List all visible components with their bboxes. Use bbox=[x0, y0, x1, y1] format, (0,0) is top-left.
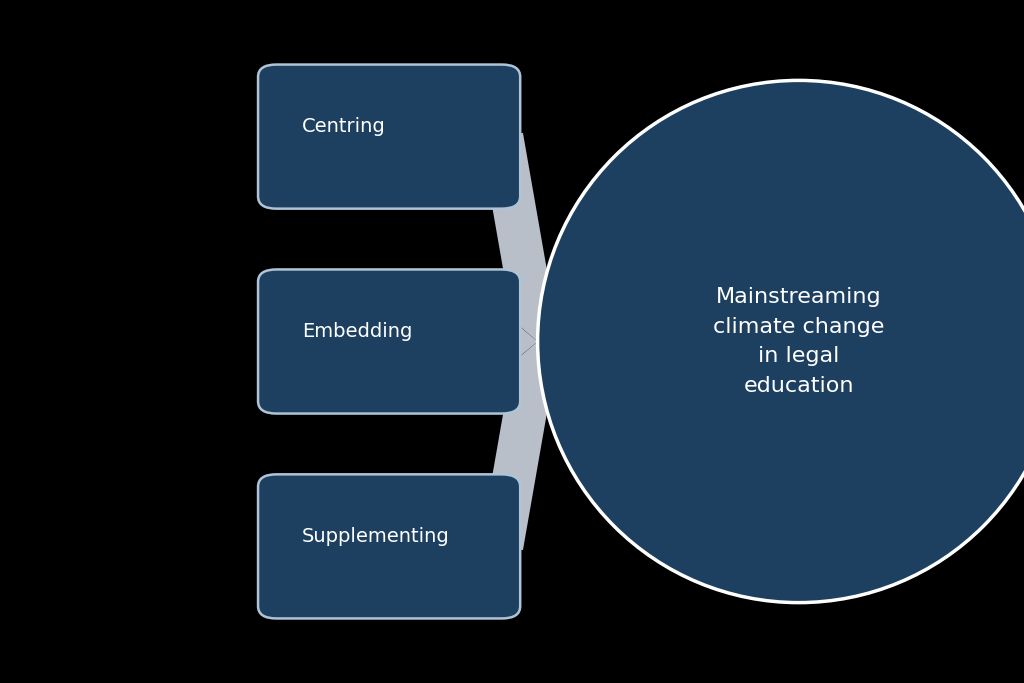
Text: Embedding: Embedding bbox=[302, 322, 413, 341]
Ellipse shape bbox=[538, 81, 1024, 602]
FancyBboxPatch shape bbox=[258, 270, 520, 414]
FancyBboxPatch shape bbox=[258, 474, 520, 619]
Text: Centring: Centring bbox=[302, 117, 386, 136]
Text: Mainstreaming
climate change
in legal
education: Mainstreaming climate change in legal ed… bbox=[713, 287, 885, 396]
Polygon shape bbox=[480, 133, 567, 342]
Polygon shape bbox=[492, 303, 538, 380]
Polygon shape bbox=[480, 342, 567, 550]
FancyBboxPatch shape bbox=[258, 64, 520, 209]
Text: Supplementing: Supplementing bbox=[302, 527, 450, 546]
